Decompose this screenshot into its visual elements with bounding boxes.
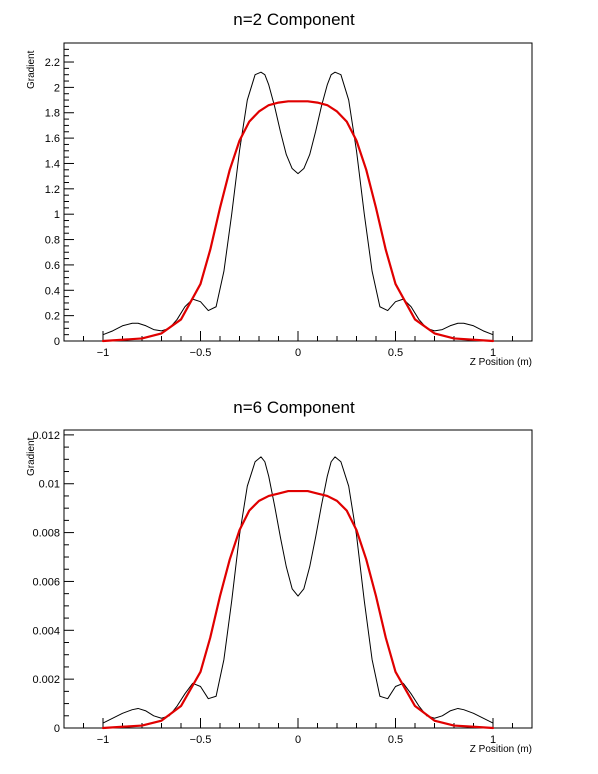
panel-n2-ytick-label: 2: [54, 82, 60, 94]
panel-n6-xtick-label: 0: [295, 734, 301, 746]
panel-n2-ytick-label: 1: [54, 209, 60, 221]
panel-n6-xtick-label: 0.5: [388, 734, 403, 746]
panel-n6-ytick-label: 0.01: [39, 479, 60, 491]
panel-n2-ytick-label: 1.4: [45, 158, 60, 170]
panel-n2-ytick-label: 0.4: [45, 285, 60, 297]
panel-n2-ytick-label: 1.8: [45, 108, 60, 120]
panel-n2-series-black: [102, 71, 494, 336]
panel-n2-ytick-label: 0.2: [45, 311, 60, 323]
panel-n6-ytick-label: 0.004: [32, 625, 60, 637]
panel-n6-xtick-label: −1: [97, 734, 110, 746]
panel-n6-ytick-label: 0.006: [32, 576, 60, 588]
panel-n6: n=6 Component Gradient Z Position (m) 00…: [26, 398, 533, 755]
panel-n6-ytick-label: 0.002: [32, 674, 60, 686]
panel-n2: n=2 Component Gradient Z Position (m) 00…: [26, 10, 533, 368]
panel-n6-xlabel: Z Position (m): [470, 744, 532, 755]
panel-n6-ylabel: Gradient: [26, 437, 37, 476]
panel-n6-ytick-label: 0.008: [32, 528, 60, 540]
panel-n2-ytick-label: 0.6: [45, 260, 60, 272]
panel-n6-title: n=6 Component: [233, 398, 355, 417]
panel-n6-ytick-label: 0.012: [32, 430, 60, 442]
panel-n6-series-red: [101, 489, 495, 730]
panel-n6-xtick-label: 1: [490, 734, 496, 746]
panel-n2-ytick-label: 1.6: [45, 133, 60, 145]
panel-n6-series-black: [102, 456, 494, 724]
panel-n6-xtick-label: −0.5: [190, 734, 212, 746]
panel-n6-frame: [63, 429, 533, 729]
panel-n2-frame: [63, 42, 533, 342]
panel-n2-ytick-label: 0.8: [45, 235, 60, 247]
panel-n2-xlabel: Z Position (m): [470, 357, 532, 368]
panel-n2-ytick-label: 1.2: [45, 184, 60, 196]
panel-n6-marks: 0 0.002 0.004 0.006 0.008 0.01 0.012 −1 −0.5 0 0.5…: [32, 430, 533, 746]
panel-n2-ytick-label: 0: [54, 336, 60, 348]
panel-n2-xtick-label: −0.5: [190, 347, 212, 359]
panel-n2-xtick-label: 0.5: [388, 347, 403, 359]
panel-n2-xtick-label: −1: [97, 347, 110, 359]
panel-n2-marks: 0 0.2 0.4 0.6 0.8 1 1.2 1.4 1.6 1.8 2 2.2 −1 −0.5 0 0.5…: [45, 42, 533, 359]
panel-n2-xtick-label: 1: [490, 347, 496, 359]
panel-n2-title: n=2 Component: [233, 10, 355, 29]
panel-n2-ytick-label: 2.2: [45, 57, 60, 69]
panel-n2-ylabel: Gradient: [26, 50, 37, 89]
panel-n2-xtick-label: 0: [295, 347, 301, 359]
panel-n2-series-red: [101, 100, 495, 343]
panel-n6-ytick-label: 0: [54, 723, 60, 735]
